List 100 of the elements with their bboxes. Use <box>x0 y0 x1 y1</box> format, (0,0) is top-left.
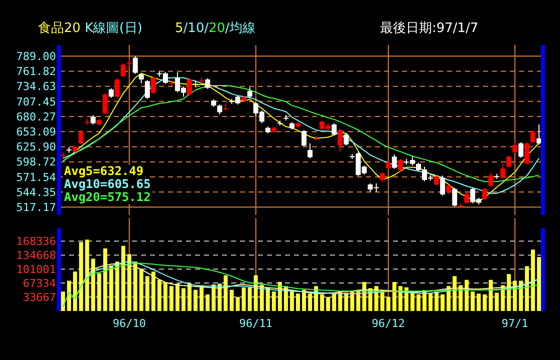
bar <box>91 258 96 311</box>
x-tick-label: 96/10 <box>112 317 146 330</box>
bar <box>434 291 439 311</box>
bar <box>188 284 192 311</box>
y-tick-label: 653.09 <box>16 125 56 138</box>
y-tick-label: 544.35 <box>16 186 56 199</box>
y-tick-label: 571.54 <box>16 170 56 184</box>
bar <box>470 291 475 311</box>
bar <box>272 291 276 311</box>
candlestick <box>524 142 530 165</box>
bar <box>494 292 499 311</box>
candlestick <box>536 124 542 145</box>
candlestick <box>440 175 446 196</box>
bar <box>332 294 336 311</box>
candlestick <box>90 114 96 125</box>
bar <box>218 284 222 311</box>
bar <box>175 284 180 311</box>
y-tick-label: 734.63 <box>16 80 56 94</box>
candlestick <box>60 152 66 158</box>
candlestick <box>338 128 343 152</box>
bar <box>290 290 294 311</box>
bar <box>200 285 204 311</box>
bar <box>452 276 457 311</box>
bar <box>320 294 324 311</box>
bar <box>73 272 78 311</box>
bar <box>506 274 511 311</box>
bar <box>67 280 72 311</box>
candlestick <box>132 56 138 74</box>
bar <box>224 275 228 311</box>
bar <box>127 254 132 311</box>
bar <box>458 285 463 311</box>
candlestick <box>512 141 518 154</box>
candlestick <box>205 78 210 90</box>
bar <box>206 294 210 311</box>
x-tick-label: 96/11 <box>239 317 272 330</box>
bar <box>512 280 517 311</box>
bar <box>476 294 481 311</box>
text: Avg20=575.12 <box>64 190 151 204</box>
candlestick <box>500 162 506 180</box>
series-label: Avg10=605.65 <box>64 177 151 191</box>
y-tick-label: 101001 <box>16 262 56 276</box>
candlestick <box>138 72 144 84</box>
x-tick-label: 96/12 <box>372 317 405 330</box>
candlestick <box>380 172 385 183</box>
bar <box>248 287 252 311</box>
bar <box>169 286 174 311</box>
candlestick <box>108 88 114 98</box>
line-series <box>62 262 540 308</box>
candlestick <box>120 62 126 78</box>
candlestick <box>332 122 337 136</box>
bar <box>410 291 414 311</box>
y-tick-label: 680.27 <box>16 110 56 124</box>
chart-title: 食品20 K線圖(日) <box>38 21 142 36</box>
x-tick-label: 97/1 <box>502 317 528 330</box>
candlestick <box>530 130 536 144</box>
bar <box>109 265 114 311</box>
bar <box>61 291 66 311</box>
bar <box>236 296 240 311</box>
bar <box>488 280 493 311</box>
bar <box>151 272 156 311</box>
y-tick-label: 33667 <box>22 290 56 304</box>
bar <box>440 294 445 311</box>
bar <box>416 294 420 311</box>
bar <box>302 290 306 311</box>
candlestick <box>150 76 156 94</box>
y-tick-label: 67334 <box>22 276 56 290</box>
bar <box>350 291 354 311</box>
y-tick-label: 625.90 <box>16 140 56 154</box>
bar <box>464 280 469 311</box>
bar <box>103 248 108 311</box>
bar <box>428 294 433 311</box>
candlestick <box>464 192 470 204</box>
candlestick <box>102 92 108 115</box>
bar <box>230 290 234 311</box>
bar <box>182 288 186 311</box>
bar <box>344 292 348 311</box>
bar <box>260 284 264 311</box>
candlestick <box>488 172 494 188</box>
series-label: Avg5=632.49 <box>64 164 144 178</box>
bar <box>254 275 258 311</box>
candlestick <box>144 80 150 100</box>
bar <box>266 287 270 311</box>
y-tick-label: 134668 <box>16 248 56 262</box>
bar <box>530 250 535 311</box>
bar <box>308 294 312 311</box>
candlestick <box>217 104 222 115</box>
y-tick-label: 598.72 <box>16 156 56 169</box>
y-tick-label: 789.00 <box>16 50 56 63</box>
candlestick <box>302 130 307 148</box>
candlestick <box>506 155 512 168</box>
candlestick <box>452 187 458 208</box>
bar <box>115 262 120 311</box>
bar <box>121 246 126 311</box>
bar <box>392 282 396 311</box>
candlestick <box>187 78 192 96</box>
bar <box>386 296 390 311</box>
y-tick-label: 761.82 <box>16 65 56 78</box>
candlestick <box>114 78 120 98</box>
bar <box>157 280 162 311</box>
bar <box>242 287 246 311</box>
